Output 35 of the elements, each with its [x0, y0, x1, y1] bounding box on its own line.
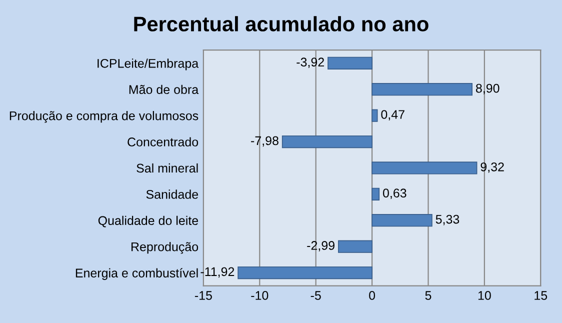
x-tick-label: -5 — [310, 291, 321, 300]
y-tick-label: Mão de obra — [129, 84, 199, 94]
x-tick-label: 10 — [478, 291, 491, 300]
y-tick-label: Reprodução — [132, 242, 198, 254]
bar — [372, 109, 378, 122]
data-label: -7,98 — [251, 136, 278, 147]
y-tick-label: Sal mineral — [136, 163, 198, 173]
x-tick-label: -10 — [251, 291, 268, 300]
y-tick-label: Produção e compra de volumosos — [10, 111, 198, 123]
bar — [372, 214, 432, 227]
data-label: -11,92 — [200, 267, 234, 278]
x-tick-label: 5 — [425, 291, 432, 300]
bar — [328, 56, 372, 70]
bar — [372, 83, 472, 96]
chart-title: Percentual acumulado no ano — [134, 16, 428, 32]
x-tick-label: 15 — [534, 291, 548, 300]
data-label: -3,92 — [296, 58, 324, 68]
data-label: -2,99 — [307, 241, 334, 252]
y-tick-label: Energia e combustível — [76, 268, 198, 280]
y-tick-label: ICPLeite/Embrapa — [98, 58, 199, 70]
y-tick-label: Concentrado — [128, 137, 198, 146]
y-tick-label: Qualidade do leite — [98, 216, 198, 228]
bar — [282, 135, 372, 148]
data-label: 8,90 — [476, 84, 500, 94]
y-tick-label: Sanidade — [146, 190, 198, 199]
bar — [238, 266, 372, 280]
bar — [338, 240, 372, 253]
bar — [372, 162, 478, 174]
x-tick-label: 0 — [369, 291, 376, 300]
bar — [372, 188, 380, 200]
data-label: 5,33 — [436, 214, 460, 226]
data-label: 0,47 — [381, 110, 404, 120]
data-label: 0,63 — [382, 188, 406, 199]
x-tick-label: -15 — [194, 291, 212, 300]
data-label: 9,32 — [480, 162, 504, 173]
